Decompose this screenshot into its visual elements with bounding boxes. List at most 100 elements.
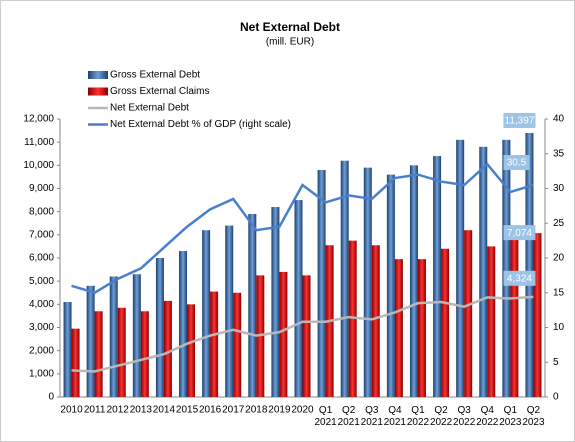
bar [525,132,534,398]
y2-tick-label: 0 [553,392,559,403]
legend-label: Gross External Claims [110,86,209,97]
chart-subtitle: (mill. EUR) [266,37,314,48]
bar [417,259,426,397]
bar [179,251,188,397]
chart-title: Net External Debt [240,20,340,34]
y2-tick-label: 20 [553,253,565,264]
x-tick-label: 2013 [130,405,153,416]
y-tick-label: 9,000 [29,183,54,194]
bar [502,139,511,397]
y-tick-label: 1,000 [29,368,54,379]
bar [441,248,450,397]
y2-tick-label: 30 [553,183,565,194]
x-tick-label: 2010 [60,405,83,416]
legend-swatch [88,87,108,96]
x-tick-label: Q3 2021 [361,405,384,428]
bar [317,169,326,397]
bar [510,238,519,397]
x-tick-label: 2019 [268,405,291,416]
bar [340,160,349,397]
x-tick-label: 2020 [291,405,314,416]
value-label-box [503,225,536,241]
x-tick-label: Q1 2021 [314,405,337,428]
bar [433,156,442,397]
x-tick-label: 2012 [107,405,130,416]
bar [233,292,242,397]
y2-tick-label: 25 [553,218,565,229]
line [71,162,534,295]
y2-tick-label: 5 [553,357,559,368]
bar [86,285,95,397]
x-tick-label: Q1 2023 [499,405,522,428]
y-tick-label: 4,000 [29,299,54,310]
bar [94,311,103,397]
x-tick-label: 2011 [84,405,106,416]
line [71,295,534,373]
bar [248,213,257,397]
bar [117,307,126,397]
bar [187,304,196,397]
y-tick-label: 11,000 [24,137,54,148]
bar [348,240,357,397]
y2-tick-label: 40 [553,114,565,125]
bar [409,165,418,397]
x-tick-label: Q2 2022 [430,405,453,428]
bar [163,300,172,397]
y-tick-label: 0 [48,392,54,403]
bar [464,230,473,397]
x-tick-label: 2018 [245,405,268,416]
y2-tick-label: 15 [553,287,565,298]
legend-label: Net External Debt [110,103,189,114]
x-tick-label: Q1 2022 [407,405,430,428]
y-tick-label: 3,000 [29,322,54,333]
y-tick-label: 5,000 [29,276,54,287]
bar [479,146,488,397]
bar [371,245,380,397]
x-tick-label: Q4 2022 [476,405,499,428]
bar [63,302,72,397]
bar [132,274,141,397]
legend-label: Net External Debt % of GDP (right scale) [110,119,291,130]
x-tick-label: Q4 2021 [384,405,407,428]
bar [386,174,395,397]
bar [202,230,211,397]
bar [279,271,288,397]
y2-tick-label: 10 [553,322,565,333]
value-label-box [503,270,536,286]
bar [140,311,149,397]
x-tick-label: 2016 [199,405,222,416]
bar [394,259,403,397]
bar [302,275,311,397]
bar [456,139,465,397]
bar [363,167,372,397]
x-tick-label: Q2 2021 [338,405,361,428]
bar [155,258,164,397]
y2-tick-label: 35 [553,148,565,159]
bar [71,328,80,397]
x-tick-label: 2014 [153,405,176,416]
bar [225,225,234,397]
value-label: 4,324 [507,273,532,284]
legend-label: Gross External Debt [110,70,200,81]
x-tick-label: Q3 2022 [453,405,476,428]
y-tick-label: 7,000 [29,229,54,240]
bar [487,246,496,397]
x-tick-label: 2015 [176,405,199,416]
y-tick-label: 6,000 [29,253,54,264]
value-label: 11,397 [505,116,535,127]
bar [109,276,118,397]
bar [533,233,542,397]
bar [210,291,219,397]
y-tick-label: 10,000 [23,160,54,171]
value-label: 7,074 [507,228,532,239]
bar [294,200,303,397]
bar [271,207,280,397]
legend-swatch [88,71,108,79]
value-label-box [503,112,536,128]
value-label: 30.5 [507,158,527,169]
value-label-box [503,155,530,171]
x-tick-label: 2017 [222,405,245,416]
y-tick-label: 12,000 [23,114,54,125]
x-tick-label: Q2 2023 [522,405,545,428]
